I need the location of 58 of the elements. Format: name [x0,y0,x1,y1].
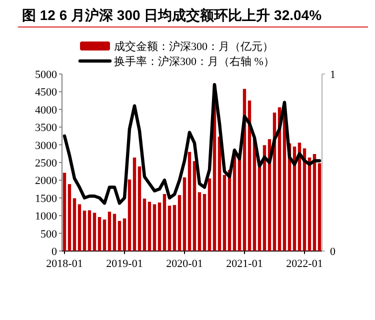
legend-label: 换手率：沪深300：月（右轴 %） [114,55,274,68]
chart-title: 图 12 6 月沪深 300 日均成交额环比上升 32.04% [22,7,322,23]
bar [78,204,82,251]
bar [92,212,96,251]
x-tick-label: 2021-01 [226,258,263,270]
y-tick-label: 1000 [35,210,58,223]
y-tick-label: 0 [52,246,58,258]
bar [218,136,222,251]
bar [72,198,76,251]
bar [98,217,102,251]
bar [222,174,226,251]
bar [178,195,182,251]
bar [112,214,116,251]
y-tick-label: 2500 [35,158,58,170]
legend-label: 成交金额：沪深300：月（亿元） [114,40,274,53]
x-tick-label: 2019-01 [106,258,143,270]
y-tick-label: 4500 [35,86,58,99]
y-tick-label: 500 [40,228,58,240]
x-tick-label: 2018-01 [46,258,83,270]
bar [172,204,176,251]
bar [182,177,186,251]
line-series [62,83,322,205]
y2-tick-label: 0 [330,246,336,258]
y-tick-label: 3000 [35,140,58,152]
bar [162,194,166,251]
y-tick-label: 1500 [35,192,58,205]
bar [62,172,66,251]
bar [202,194,206,251]
bar [102,219,106,251]
bar [152,204,156,251]
bar [198,192,202,251]
bar [258,166,262,251]
y-tick-label: 2000 [35,175,58,188]
bar [188,152,192,251]
y-tick-label: 4000 [35,104,58,116]
x-tick-label: 2022-01 [286,258,323,270]
y2-tick-label: 1 [330,69,336,81]
bar [158,202,162,251]
bar [308,158,312,251]
x-tick-label: 2020-01 [166,258,203,270]
bar [138,166,142,251]
bar [318,163,322,251]
bar [142,198,146,251]
bar [68,184,72,251]
bar [312,154,316,251]
bar [128,179,132,251]
bar [148,202,152,251]
bar [208,178,212,251]
y-tick-label: 3500 [35,122,58,134]
y-tick-label: 5000 [35,69,58,81]
bar [108,212,112,251]
bar [192,161,196,251]
bar [132,158,136,251]
bar [118,220,122,251]
bar [168,206,172,251]
bar [122,218,126,251]
bar [82,210,86,251]
bar [88,210,92,251]
